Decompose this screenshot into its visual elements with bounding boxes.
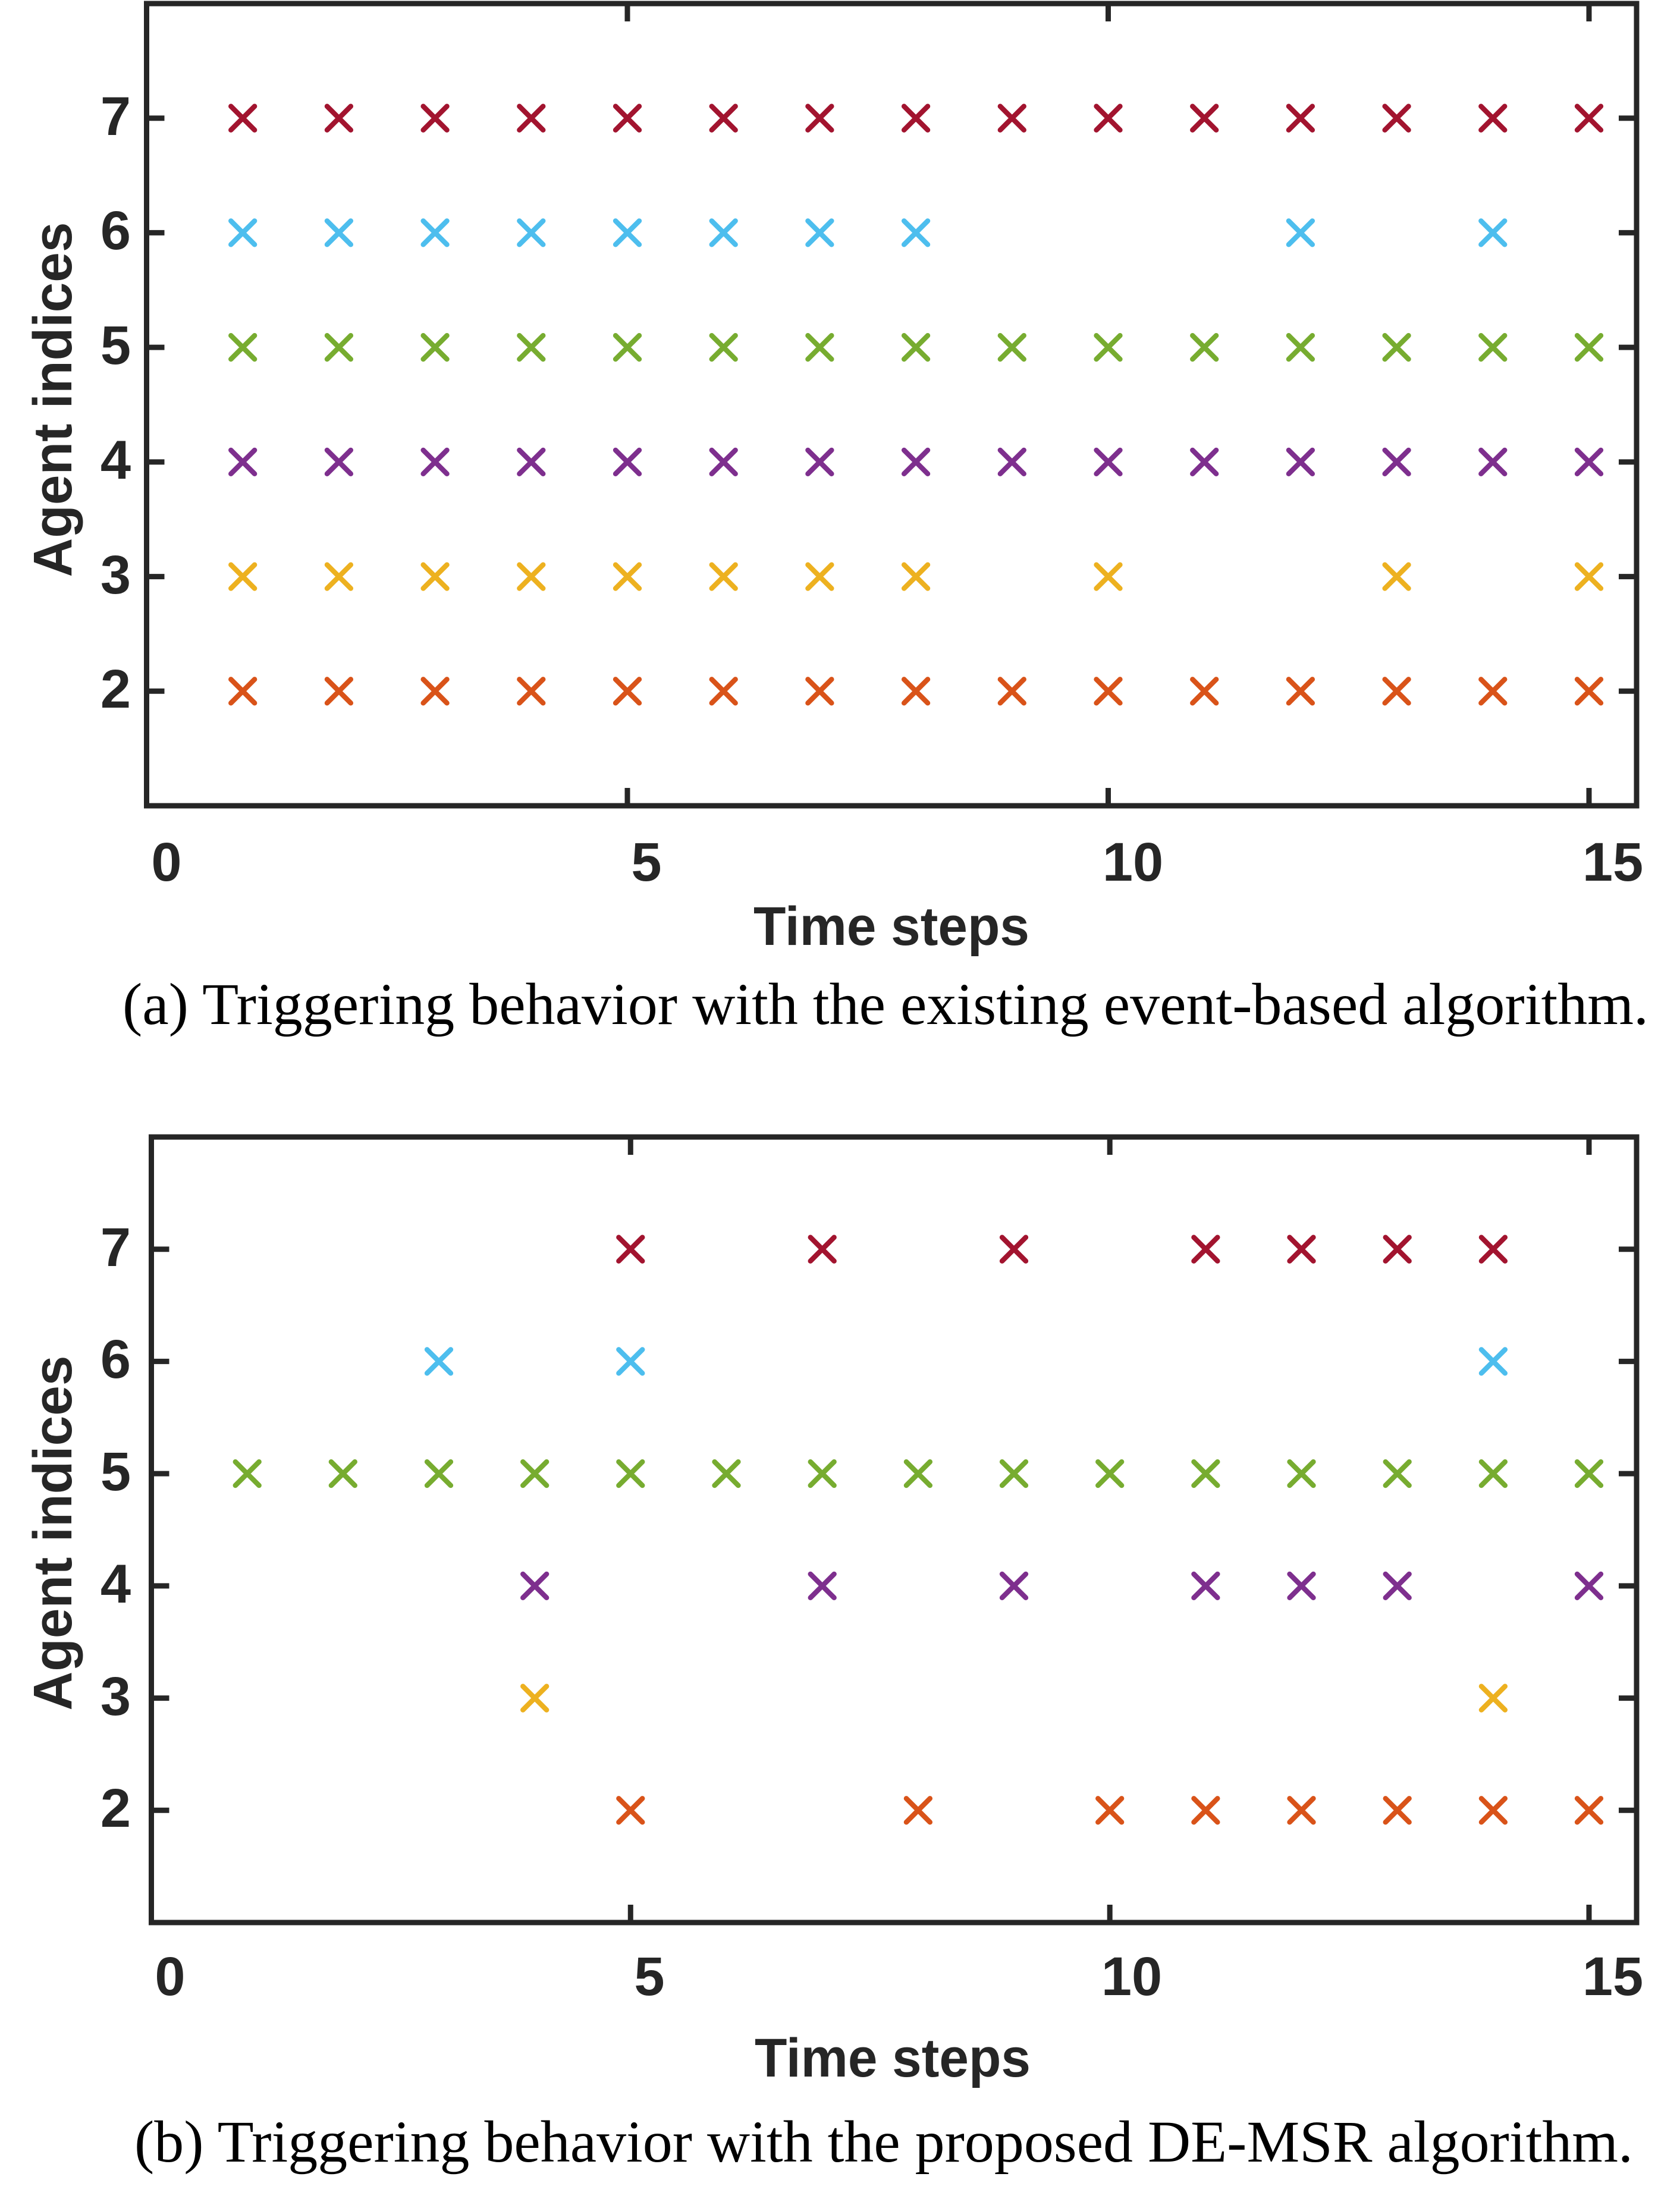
svg-text:2: 2 [101, 1778, 131, 1839]
svg-text:Agent indices: Agent indices [23, 222, 83, 577]
svg-text:(a) Triggering behavior with t: (a) Triggering behavior with the existin… [123, 971, 1648, 1037]
svg-text:Time steps: Time steps [755, 2028, 1031, 2088]
svg-text:Agent indices: Agent indices [23, 1356, 83, 1711]
svg-text:7: 7 [101, 86, 131, 147]
svg-text:15: 15 [1582, 832, 1643, 893]
svg-text:3: 3 [101, 1666, 131, 1727]
svg-text:5: 5 [101, 1441, 131, 1502]
svg-text:0: 0 [151, 832, 181, 893]
svg-text:4: 4 [101, 430, 131, 491]
svg-text:5: 5 [634, 1946, 664, 2007]
svg-text:0: 0 [155, 1946, 185, 2007]
svg-text:5: 5 [631, 832, 661, 893]
svg-text:2: 2 [101, 659, 131, 720]
svg-text:3: 3 [101, 545, 131, 605]
svg-text:4: 4 [101, 1554, 131, 1615]
svg-text:(b) Triggering behavior with t: (b) Triggering behavior with the propose… [134, 2109, 1633, 2175]
svg-text:10: 10 [1103, 832, 1163, 893]
svg-text:6: 6 [101, 200, 131, 261]
svg-text:5: 5 [101, 315, 131, 376]
svg-text:7: 7 [101, 1217, 131, 1278]
svg-text:Time steps: Time steps [753, 896, 1029, 957]
svg-text:6: 6 [101, 1329, 131, 1390]
svg-text:10: 10 [1101, 1946, 1162, 2007]
svg-text:15: 15 [1582, 1946, 1643, 2007]
